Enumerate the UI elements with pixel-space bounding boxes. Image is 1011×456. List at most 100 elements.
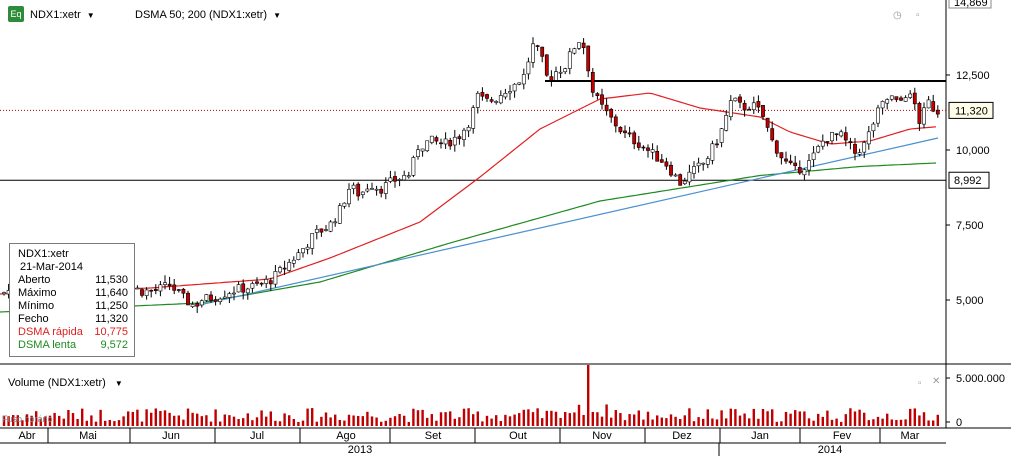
candle-body <box>871 123 876 132</box>
info-row: Aberto 11,530 <box>18 274 128 287</box>
candle-body <box>448 139 453 147</box>
candle-body <box>935 109 940 115</box>
volume-bar <box>858 409 861 426</box>
chevron-down-icon: ▼ <box>114 379 123 388</box>
candle-body <box>687 171 692 183</box>
volume-bar <box>844 414 847 426</box>
volume-bar <box>357 415 360 426</box>
candle-body <box>149 289 154 292</box>
volume-bar <box>660 417 663 426</box>
volume-bar <box>679 419 682 426</box>
month-label: Mai <box>79 430 97 442</box>
volume-bar <box>614 410 617 426</box>
volume-bar <box>453 418 456 426</box>
volume-bar <box>191 412 194 426</box>
volume-bar <box>228 415 231 426</box>
candle-body <box>590 72 595 93</box>
candle-body <box>163 282 167 285</box>
volume-bar <box>265 416 268 426</box>
volume-bar <box>237 419 240 426</box>
volume-bar <box>812 420 815 426</box>
volume-bar <box>853 411 857 426</box>
volume-bar <box>25 414 29 426</box>
timezone-watermark: Fuso horário <box>2 414 53 424</box>
volume-bar <box>380 421 383 426</box>
support-box <box>948 171 990 189</box>
volume-bar <box>375 417 378 426</box>
candle-body <box>250 283 255 289</box>
candle-body <box>696 162 701 167</box>
candle-body <box>664 161 669 167</box>
candle-body <box>931 101 936 112</box>
volume-bar <box>628 414 631 426</box>
candle-body <box>365 188 370 192</box>
volume-bar <box>439 412 443 426</box>
volume-bar <box>53 412 56 426</box>
volume-bar <box>44 416 47 426</box>
candle-body <box>2 292 6 295</box>
month-label: Jun <box>162 430 180 442</box>
year-label: 2013 <box>348 444 372 456</box>
chevron-down-icon: ▼ <box>86 10 95 20</box>
maximize-icon[interactable]: ▫ <box>916 10 920 21</box>
candle-body <box>623 130 627 134</box>
instrument-badge[interactable]: Eq <box>8 6 24 22</box>
close-icon[interactable]: ✕ <box>932 376 941 387</box>
volume-bar <box>596 412 599 426</box>
candle-body <box>738 96 742 103</box>
volume-bar <box>784 411 788 426</box>
data-window: NDX1:xetr 21-Mar-2014 Aberto 11,530 Máximo… <box>9 243 135 357</box>
volume-tick-label: 5.000.000 <box>956 373 1005 385</box>
candle-body <box>558 71 563 74</box>
volume-bar <box>531 412 535 426</box>
dsma-fast-line <box>0 92 937 295</box>
clock-icon[interactable]: ◷ <box>893 10 902 21</box>
volume-selector[interactable]: Volume (NDX1:xetr) ▼ <box>8 377 123 389</box>
candle-body <box>682 180 687 185</box>
candle-body <box>144 289 149 296</box>
candle-body <box>337 205 342 224</box>
y-tick-label: 12,500 <box>956 70 990 82</box>
indicator-selector[interactable]: DSMA 50; 200 (NDX1:xetr) ▼ <box>135 6 281 24</box>
volume-bar <box>748 418 751 426</box>
volume-bar <box>711 418 714 426</box>
volume-bar <box>582 414 585 426</box>
volume-bar <box>936 414 939 426</box>
volume-bar <box>536 408 539 426</box>
symbol-selector[interactable]: NDX1:xetr ▼ <box>30 6 95 24</box>
candle-body <box>218 298 223 303</box>
candle-body <box>876 107 880 124</box>
candle-body <box>627 132 632 135</box>
volume-bar <box>568 413 571 426</box>
trend-line <box>194 137 939 307</box>
volume-bar <box>297 421 300 426</box>
maximize-icon[interactable]: ▫ <box>918 378 922 389</box>
candle-body <box>655 150 660 162</box>
volume-bar <box>743 413 746 426</box>
candle-body <box>595 93 600 97</box>
volume-bar <box>798 411 801 426</box>
candle-body <box>153 288 158 291</box>
candle-body <box>236 284 241 293</box>
volume-bar <box>881 418 884 426</box>
y-top-box <box>948 0 992 9</box>
volume-bar <box>113 421 116 426</box>
candle-body <box>314 228 319 233</box>
candle-body <box>347 189 351 205</box>
candle-body <box>646 147 650 151</box>
candle-body <box>719 128 724 143</box>
volume-bar <box>292 418 295 426</box>
volume-bar <box>94 421 98 426</box>
candle-body <box>213 299 218 302</box>
candle-body <box>328 221 333 232</box>
candle-body <box>889 95 894 100</box>
volume-bar <box>932 420 935 426</box>
support-label: 8,992 <box>954 175 982 187</box>
volume-bar <box>610 417 613 426</box>
candle-body <box>181 288 186 294</box>
volume-bar <box>108 419 111 426</box>
info-row-value: 11,250 <box>95 300 128 312</box>
volume-bar <box>899 419 903 426</box>
volume-bar <box>242 418 245 426</box>
volume-bar <box>734 409 737 426</box>
